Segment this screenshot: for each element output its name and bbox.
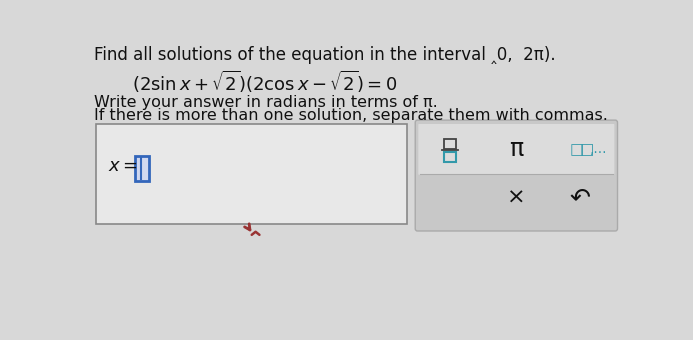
Text: □: □ [569,142,584,157]
Text: If there is more than one solution, separate them with commas.: If there is more than one solution, sepa… [94,108,608,123]
Text: $(2\sin x+\sqrt{2})(2\cos x-\sqrt{2})=0$: $(2\sin x+\sqrt{2})(2\cos x-\sqrt{2})=0$ [132,69,397,96]
FancyBboxPatch shape [415,120,617,231]
Bar [444,139,456,149]
FancyBboxPatch shape [419,124,615,175]
Text: ×: × [507,188,526,208]
Text: Write your answer in radians in terms of π.: Write your answer in radians in terms of… [94,95,438,110]
Text: Find all solutions of the equation in the interval ‸0,  2π).: Find all solutions of the equation in th… [94,46,556,64]
Text: $x =$: $x =$ [108,156,138,174]
Bar [444,152,456,162]
Text: ,...: ,... [590,142,608,156]
Text: ↶: ↶ [570,186,591,210]
Text: □: □ [580,142,595,157]
Bar [135,156,150,181]
Bar [96,124,407,224]
Text: π: π [509,137,524,162]
